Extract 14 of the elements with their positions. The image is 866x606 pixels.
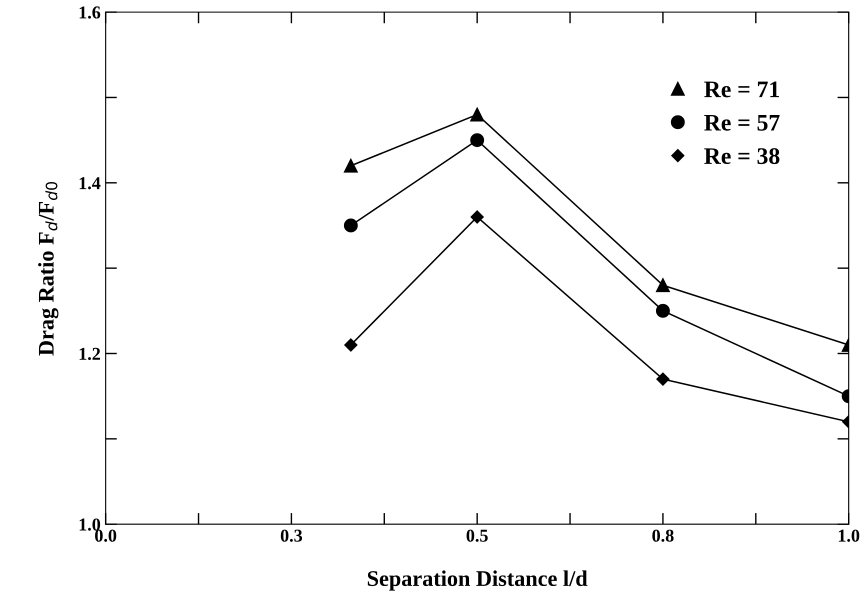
y-axis-title: Drag Ratio F$_{d}$/F$_{d0}$ [38, 182, 58, 356]
legend-label: Re = 57 [704, 115, 780, 131]
legend-label: Re = 71 [704, 82, 779, 98]
y-tick-label: 1.6 [80, 6, 100, 19]
y-tick-label: 1.0 [80, 518, 100, 531]
x-axis-title: Separation Distance l/d [368, 570, 588, 591]
x-tick-label: 0.8 [652, 530, 674, 542]
x-tick-label: 0.5 [466, 530, 488, 542]
x-tick-label: 1.0 [838, 530, 860, 542]
y-tick-label: 1.2 [80, 348, 100, 360]
legend-label: Re = 38 [704, 148, 780, 164]
x-tick-label: 0.0 [95, 530, 116, 542]
y-tick-label: 1.4 [80, 177, 100, 190]
x-tick-label: 0.3 [280, 530, 302, 542]
